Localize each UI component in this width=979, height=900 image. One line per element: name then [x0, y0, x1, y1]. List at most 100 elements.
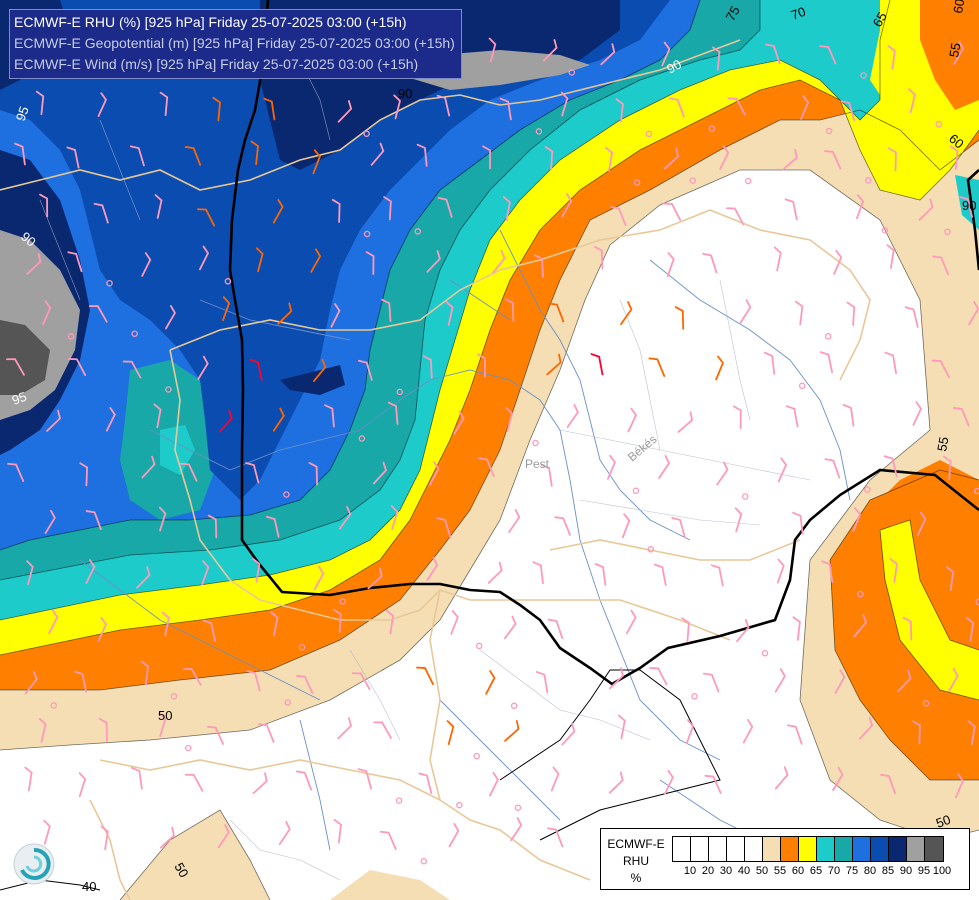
wind-barb	[946, 566, 955, 591]
wind-barb	[664, 769, 674, 795]
wind-barb	[959, 196, 973, 218]
legend-tick: 10	[683, 865, 697, 877]
wind-barb	[85, 559, 96, 584]
wind-barb	[217, 824, 230, 849]
wind-barb	[880, 773, 896, 795]
wind-barb	[48, 609, 59, 635]
wind-barb	[450, 609, 459, 635]
wind-barb	[534, 254, 544, 278]
legend-swatch	[745, 837, 763, 861]
wind-barb	[918, 198, 934, 221]
wind-barb	[620, 301, 633, 326]
wind-barb	[337, 100, 353, 123]
wind-barb	[182, 668, 202, 686]
wind-barb	[965, 616, 975, 642]
wind-barb	[250, 140, 259, 166]
calm-wind-dot	[363, 230, 371, 238]
wind-barb	[897, 669, 912, 693]
wind-barb	[488, 37, 497, 63]
wind-barb	[856, 194, 865, 220]
wind-barb	[824, 458, 841, 479]
wind-barb	[593, 245, 604, 270]
wind-barb	[88, 305, 108, 323]
place-label-pest: Pest	[525, 457, 550, 471]
wind-barb	[252, 557, 261, 583]
legend-tick: 20	[701, 865, 715, 877]
country-borders	[0, 39, 871, 900]
wind-barb	[609, 206, 627, 226]
wind-barb	[908, 88, 916, 114]
wind-barb	[418, 772, 433, 794]
geopotential-contours	[228, 0, 979, 686]
wind-barb	[739, 299, 752, 324]
wind-barb	[932, 255, 949, 276]
calm-wind-dot	[420, 857, 428, 865]
calm-wind-dot	[50, 702, 57, 709]
wind-barb	[532, 561, 544, 585]
wind-barb	[198, 245, 210, 271]
calm-wind-dot	[708, 125, 716, 132]
wind-barb	[800, 95, 810, 120]
legend-swatch	[799, 837, 817, 861]
wind-barb	[765, 43, 781, 65]
wind-barb	[426, 250, 441, 273]
rhu-label: 60	[950, 0, 967, 15]
wind-barb	[833, 250, 843, 275]
calm-wind-dot	[396, 388, 404, 396]
wind-barb	[732, 405, 742, 430]
wind-barb	[159, 91, 169, 117]
wind-barb	[338, 505, 352, 530]
wind-barb	[604, 146, 614, 172]
wind-barb	[834, 669, 846, 694]
legend-swatch	[907, 837, 925, 861]
wind-barb	[662, 202, 682, 221]
calm-wind-dot	[632, 487, 640, 495]
wind-barb	[609, 667, 624, 690]
wind-barb	[840, 100, 856, 122]
wind-barb	[902, 616, 913, 641]
wind-barb	[212, 96, 221, 122]
wind-barb	[649, 667, 668, 686]
wind-barb	[429, 461, 440, 486]
legend-swatch	[727, 837, 745, 861]
wind-barb	[952, 407, 970, 427]
wind-barb	[887, 45, 896, 70]
wind-barb	[78, 772, 87, 798]
wind-barb	[7, 462, 25, 483]
wind-barb	[668, 97, 685, 118]
wind-barb	[504, 298, 515, 322]
title-wind: ECMWF-E Wind (m/s) [925 hPa] Friday 25-0…	[14, 56, 419, 72]
wind-barb	[383, 196, 392, 221]
rhu-label: 40	[82, 879, 96, 894]
calm-wind-dot	[473, 752, 480, 760]
wind-barb	[197, 355, 209, 380]
rhu-band-60-east	[830, 470, 979, 780]
wind-barb	[246, 670, 261, 692]
wind-barb	[702, 252, 718, 274]
wind-barb	[884, 351, 897, 375]
rhu-label: 70	[789, 4, 808, 23]
calm-wind-dot	[973, 487, 979, 495]
legend-tick: 95	[917, 865, 931, 877]
legend-tick: 65	[809, 865, 823, 877]
wind-barb	[387, 401, 399, 425]
geo-label: 90	[398, 86, 412, 101]
wind-barb	[296, 675, 314, 694]
calm-wind-dot	[339, 598, 346, 605]
wind-barb	[206, 725, 225, 745]
wind-barb	[546, 353, 562, 376]
wind-barb	[482, 145, 491, 170]
wind-barb	[141, 252, 152, 277]
wind-barb	[819, 45, 837, 65]
calm-wind-dot	[881, 227, 889, 234]
wind-barb	[671, 517, 686, 539]
wind-barb	[782, 148, 798, 171]
wind-barb	[357, 768, 373, 790]
wind-barb	[67, 358, 87, 377]
wind-barb	[453, 410, 465, 435]
station-dots	[50, 69, 979, 865]
calm-wind-dot	[922, 700, 930, 707]
wind-barb	[792, 616, 801, 641]
wind-barbs	[6, 37, 979, 851]
